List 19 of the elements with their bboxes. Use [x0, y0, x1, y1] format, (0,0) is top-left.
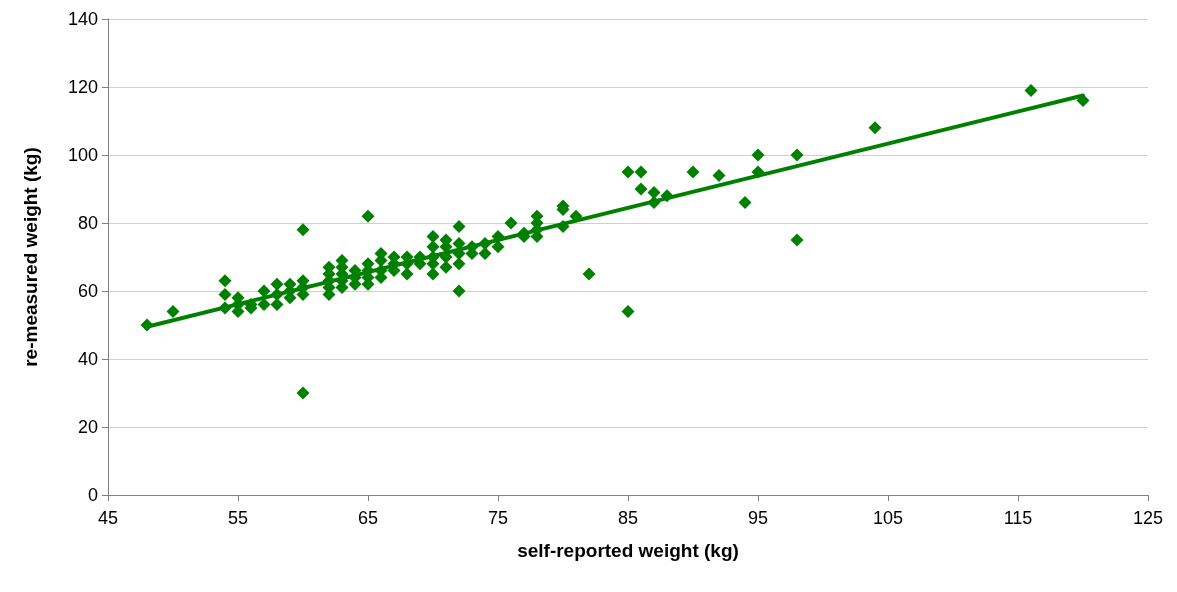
x-tick-label: 65	[357, 508, 379, 528]
x-axis-title: self-reported weight (kg)	[517, 540, 739, 561]
x-tick-label: 95	[747, 508, 769, 528]
x-tick-label: 55	[227, 508, 249, 528]
y-axis-title: re-measured weight (kg)	[20, 147, 41, 367]
y-tick-label: 0	[87, 485, 98, 505]
x-tick-label: 115	[1003, 508, 1033, 528]
y-tick-label: 100	[67, 145, 98, 165]
x-tick-label: 105	[872, 508, 904, 528]
y-tick-label: 60	[77, 281, 98, 301]
x-tick-label: 125	[1132, 508, 1164, 528]
y-tick-label: 20	[77, 417, 98, 437]
y-tick-label: 80	[77, 213, 98, 233]
y-tick-label: 40	[77, 349, 98, 369]
x-tick-label: 45	[97, 508, 119, 528]
y-tick-label: 140	[67, 9, 98, 29]
y-tick-label: 120	[67, 77, 98, 97]
x-tick-label: 75	[487, 508, 509, 528]
x-tick-label: 85	[617, 508, 639, 528]
